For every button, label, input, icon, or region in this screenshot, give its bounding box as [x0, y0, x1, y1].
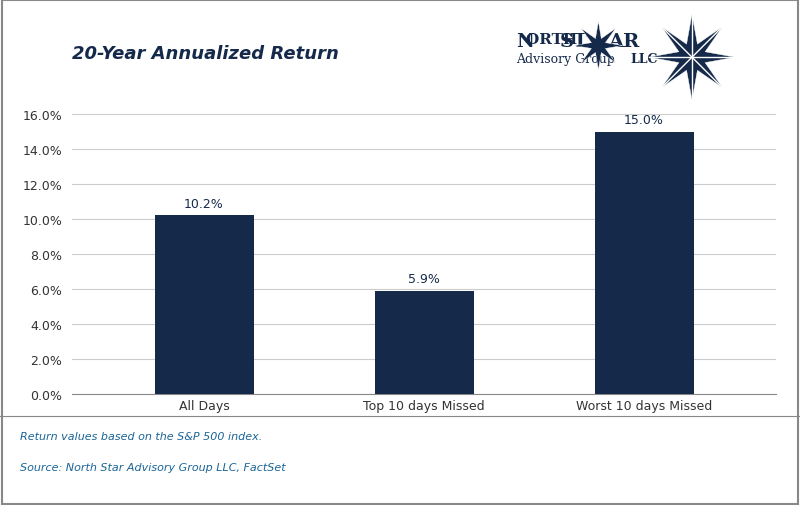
Text: Return values based on the S&P 500 index.: Return values based on the S&P 500 index… [20, 431, 262, 441]
Bar [154, 216, 254, 394]
Bar [594, 132, 694, 394]
Text: ORTH: ORTH [526, 33, 583, 47]
Text: Source: North Star Advisory Group LLC, FactSet: Source: North Star Advisory Group LLC, F… [20, 462, 286, 472]
Text: AR: AR [608, 33, 639, 51]
Text: ST: ST [560, 33, 589, 51]
Text: 10.2%: 10.2% [184, 198, 224, 211]
Text: Advisory Group: Advisory Group [516, 53, 615, 66]
Text: LLC: LLC [630, 53, 658, 66]
Bar [374, 291, 474, 394]
Text: N: N [516, 33, 534, 51]
Text: 15.0%: 15.0% [624, 114, 664, 127]
Text: 5.9%: 5.9% [408, 273, 440, 286]
Text: 20-Year Annualized Return: 20-Year Annualized Return [72, 45, 339, 63]
